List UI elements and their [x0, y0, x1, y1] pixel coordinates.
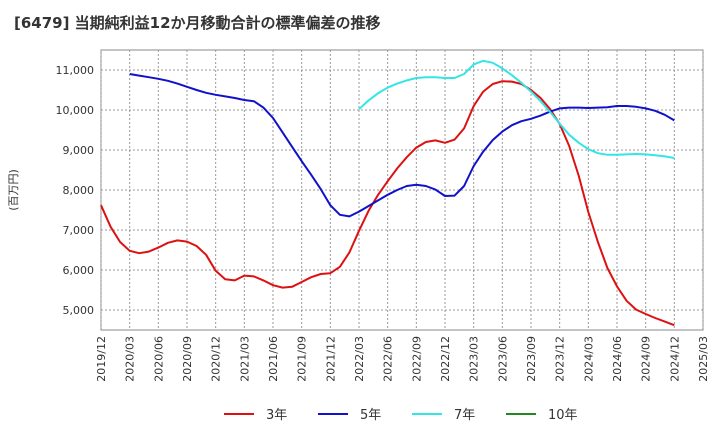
x-tick-label: 2023/09: [525, 336, 538, 382]
legend-label: 5年: [360, 408, 381, 423]
series-line-3: [358, 59, 675, 159]
x-tick-label: 2025/03: [697, 336, 710, 382]
x-tick-label: 2021/09: [296, 336, 309, 382]
legend-label: 3年: [266, 408, 287, 423]
x-tick-label: 2022/06: [382, 336, 395, 382]
x-tick-label: 2021/12: [324, 336, 337, 382]
x-tick-label: 2019/12: [95, 336, 108, 382]
x-tick-label: 2023/06: [496, 336, 509, 382]
y-axis-label: (百万円): [7, 169, 20, 211]
x-tick-label: 2024/03: [582, 336, 595, 382]
x-tick-label: 2023/12: [554, 336, 567, 382]
x-tick-label: 2023/03: [468, 336, 481, 382]
x-tick-label: 2020/12: [210, 336, 223, 382]
x-tick-label: 2020/09: [181, 336, 194, 382]
x-tick-label: 2024/06: [611, 336, 624, 382]
series-line-1: [100, 80, 675, 327]
y-tick-label: 8,000: [63, 184, 95, 197]
y-tick-label: 6,000: [63, 264, 95, 277]
x-tick-label: 2022/03: [353, 336, 366, 382]
y-tick-label: 10,000: [56, 104, 95, 117]
series-line-2: [129, 73, 675, 218]
y-tick-label: 11,000: [56, 64, 95, 77]
x-tick-label: 2021/06: [267, 336, 280, 382]
y-tick-label: 7,000: [63, 224, 95, 237]
x-tick-label: 2021/03: [238, 336, 251, 382]
x-tick-label: 2020/03: [124, 336, 137, 382]
chart-title: [6479] 当期純利益12か月移動合計の標準偏差の推移: [14, 14, 381, 32]
x-tick-label: 2024/09: [640, 336, 653, 382]
x-tick-label: 2022/12: [439, 336, 452, 382]
x-tick-label: 2020/06: [152, 336, 165, 382]
legend-label: 7年: [454, 408, 475, 423]
y-tick-label: 5,000: [63, 304, 95, 317]
x-tick-label: 2022/09: [410, 336, 423, 382]
x-tick-label: 2024/12: [668, 336, 681, 382]
legend-label: 10年: [548, 408, 578, 423]
y-tick-label: 9,000: [63, 144, 95, 157]
